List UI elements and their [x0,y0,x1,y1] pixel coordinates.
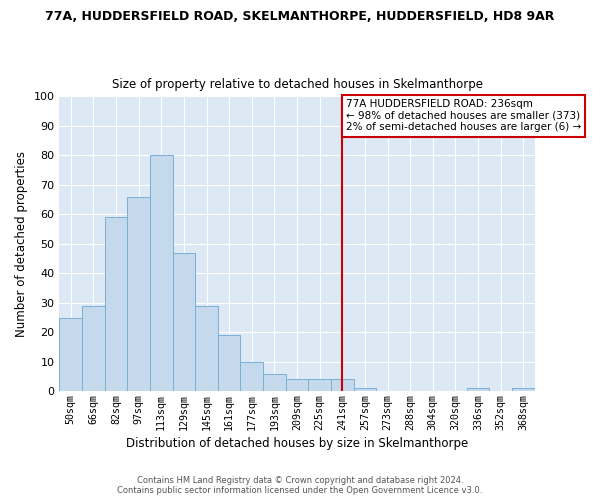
Bar [218,335,241,392]
Text: 77A, HUDDERSFIELD ROAD, SKELMANTHORPE, HUDDERSFIELD, HD8 9AR: 77A, HUDDERSFIELD ROAD, SKELMANTHORPE, H… [46,10,554,23]
Bar [353,388,376,392]
X-axis label: Distribution of detached houses by size in Skelmanthorpe: Distribution of detached houses by size … [126,437,468,450]
Bar [263,374,286,392]
Bar [286,380,308,392]
Text: Contains HM Land Registry data © Crown copyright and database right 2024.
Contai: Contains HM Land Registry data © Crown c… [118,476,482,495]
Bar [127,196,150,392]
Y-axis label: Number of detached properties: Number of detached properties [15,151,28,337]
Bar [150,156,173,392]
Bar [82,306,104,392]
Bar [195,306,218,392]
Bar [512,388,535,392]
Bar [467,388,490,392]
Bar [331,380,353,392]
Bar [104,218,127,392]
Bar [59,318,82,392]
Text: 77A HUDDERSFIELD ROAD: 236sqm
← 98% of detached houses are smaller (373)
2% of s: 77A HUDDERSFIELD ROAD: 236sqm ← 98% of d… [346,100,581,132]
Bar [308,380,331,392]
Title: Size of property relative to detached houses in Skelmanthorpe: Size of property relative to detached ho… [112,78,482,91]
Bar [241,362,263,392]
Bar [173,252,195,392]
